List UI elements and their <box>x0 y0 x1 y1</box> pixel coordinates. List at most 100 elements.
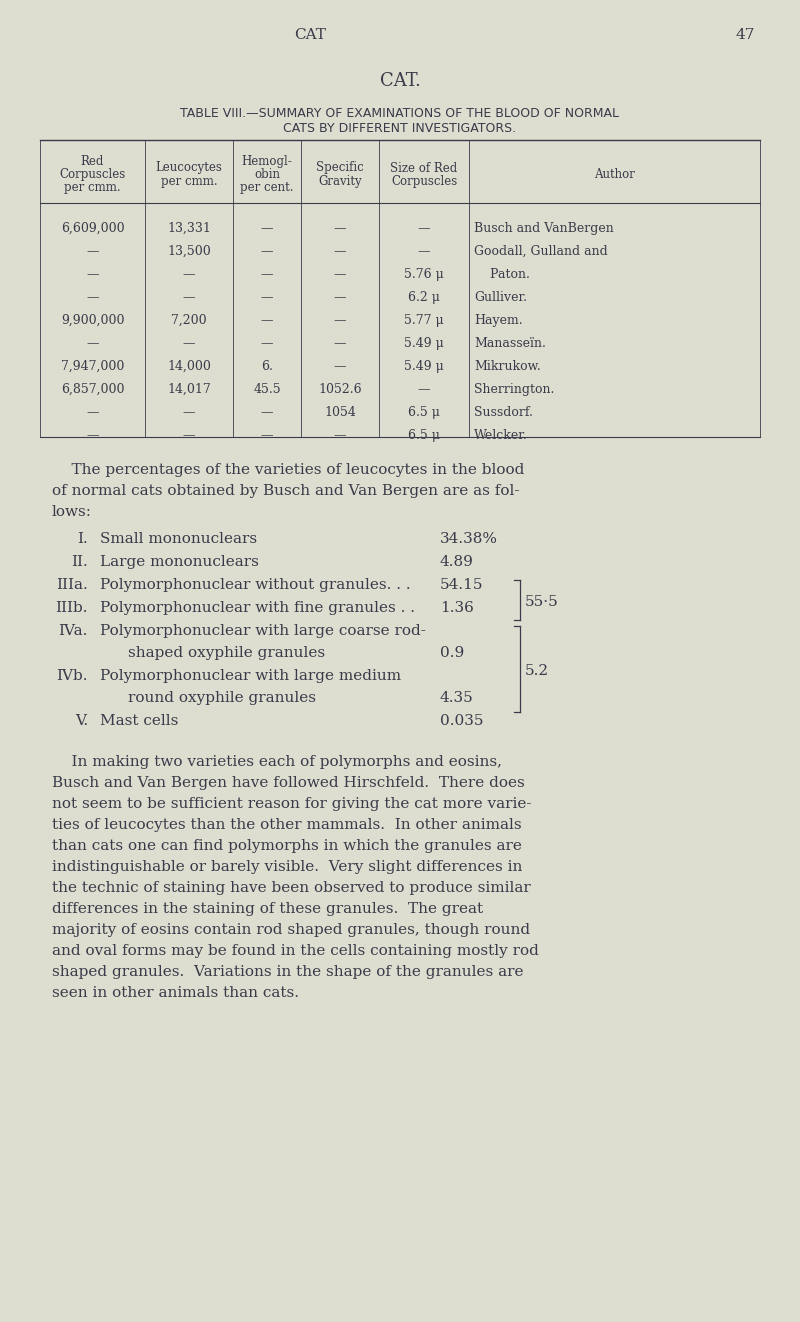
Text: 47: 47 <box>735 28 754 42</box>
Text: 7,200: 7,200 <box>171 315 207 327</box>
Text: 34.38%: 34.38% <box>440 531 498 546</box>
Text: Goodall, Gulland and: Goodall, Gulland and <box>474 245 608 258</box>
Text: 13,331: 13,331 <box>167 222 211 235</box>
Text: per cmm.: per cmm. <box>64 181 121 194</box>
Text: —: — <box>86 337 98 350</box>
Text: 6.5 μ: 6.5 μ <box>408 430 440 442</box>
Text: Hayem.: Hayem. <box>474 315 522 327</box>
Text: per cent.: per cent. <box>240 181 294 194</box>
Text: Hemogl-: Hemogl- <box>242 155 292 168</box>
Text: 4.89: 4.89 <box>440 555 474 568</box>
Text: Gulliver.: Gulliver. <box>474 291 527 304</box>
Text: —: — <box>261 430 274 442</box>
Text: —: — <box>86 406 98 419</box>
Text: 6,857,000: 6,857,000 <box>61 383 124 397</box>
Text: 4.35: 4.35 <box>440 691 474 705</box>
Text: 0.9: 0.9 <box>440 646 464 660</box>
Text: Polymorphonuclear without granules. . .: Polymorphonuclear without granules. . . <box>100 578 410 592</box>
Text: Red: Red <box>81 155 104 168</box>
Text: CAT: CAT <box>294 28 326 42</box>
Text: 7,947,000: 7,947,000 <box>61 360 124 373</box>
Text: shaped granules.  Variations in the shape of the granules are: shaped granules. Variations in the shape… <box>52 965 523 980</box>
Text: 45.5: 45.5 <box>253 383 281 397</box>
Text: 5.2: 5.2 <box>525 664 549 678</box>
Text: —: — <box>261 337 274 350</box>
Text: Sherrington.: Sherrington. <box>474 383 554 397</box>
Text: 55·5: 55·5 <box>525 595 558 609</box>
Text: Gravity: Gravity <box>318 175 362 188</box>
Text: Large mononuclears: Large mononuclears <box>100 555 381 568</box>
Text: —: — <box>418 222 430 235</box>
Text: —: — <box>86 268 98 282</box>
Text: CAT.: CAT. <box>379 71 421 90</box>
Text: Corpuscles: Corpuscles <box>59 168 126 181</box>
Text: —: — <box>182 430 195 442</box>
Text: —: — <box>334 360 346 373</box>
Text: 1.36: 1.36 <box>440 602 474 615</box>
Text: Busch and Van Bergen have followed Hirschfeld.  There does: Busch and Van Bergen have followed Hirsc… <box>52 776 525 791</box>
Text: —: — <box>261 406 274 419</box>
Text: IVb.: IVb. <box>57 669 88 683</box>
Text: Busch and VanBergen: Busch and VanBergen <box>474 222 614 235</box>
Text: 6,609,000: 6,609,000 <box>61 222 124 235</box>
Text: shaped oxyphile granules: shaped oxyphile granules <box>128 646 374 660</box>
Text: 14,017: 14,017 <box>167 383 211 397</box>
Text: IIIa.: IIIa. <box>56 578 88 592</box>
Text: Mikrukow.: Mikrukow. <box>474 360 541 373</box>
Text: Polymorphonuclear with large coarse rod-: Polymorphonuclear with large coarse rod- <box>100 624 426 639</box>
Text: Mast cells: Mast cells <box>100 714 358 728</box>
Text: —: — <box>261 291 274 304</box>
Text: Corpuscles: Corpuscles <box>391 175 457 188</box>
Text: —: — <box>261 222 274 235</box>
Text: indistinguishable or barely visible.  Very slight differences in: indistinguishable or barely visible. Ver… <box>52 861 522 874</box>
Text: per cmm.: per cmm. <box>161 175 218 188</box>
Text: obin: obin <box>254 168 280 181</box>
Text: 14,000: 14,000 <box>167 360 211 373</box>
Text: —: — <box>261 268 274 282</box>
Text: —: — <box>182 406 195 419</box>
Text: of normal cats obtained by Busch and Van Bergen are as fol-: of normal cats obtained by Busch and Van… <box>52 484 519 498</box>
Text: Small mononuclears: Small mononuclears <box>100 531 384 546</box>
Text: —: — <box>418 383 430 397</box>
Text: The percentages of the varieties of leucocytes in the blood: The percentages of the varieties of leuc… <box>52 463 524 477</box>
Text: —: — <box>86 245 98 258</box>
Text: Author: Author <box>594 168 635 181</box>
Text: —: — <box>334 291 346 304</box>
Text: 6.5 μ: 6.5 μ <box>408 406 440 419</box>
Text: majority of eosins contain rod shaped granules, though round: majority of eosins contain rod shaped gr… <box>52 923 530 937</box>
Text: 1054: 1054 <box>324 406 356 419</box>
Text: IVa.: IVa. <box>58 624 88 639</box>
Text: lows:: lows: <box>52 505 92 520</box>
Text: round oxyphile granules: round oxyphile granules <box>128 691 374 705</box>
Text: In making two varieties each of polymorphs and eosins,: In making two varieties each of polymorp… <box>52 755 502 769</box>
Text: 6.: 6. <box>261 360 273 373</box>
Text: Polymorphonuclear with large medium: Polymorphonuclear with large medium <box>100 669 401 683</box>
Text: Polymorphonuclear with fine granules . .: Polymorphonuclear with fine granules . . <box>100 602 415 615</box>
Text: —: — <box>86 291 98 304</box>
Text: 1052.6: 1052.6 <box>318 383 362 397</box>
Text: 13,500: 13,500 <box>167 245 211 258</box>
Text: II.: II. <box>71 555 88 568</box>
Text: 9,900,000: 9,900,000 <box>61 315 124 327</box>
Text: the technic of staining have been observed to produce similar: the technic of staining have been observ… <box>52 880 530 895</box>
Text: not seem to be sufficient reason for giving the cat more varie-: not seem to be sufficient reason for giv… <box>52 797 531 810</box>
Text: —: — <box>334 268 346 282</box>
Text: Leucocytes: Leucocytes <box>155 161 222 175</box>
Text: 5.77 μ: 5.77 μ <box>404 315 444 327</box>
Text: I.: I. <box>78 531 88 546</box>
Text: —: — <box>182 337 195 350</box>
Text: V.: V. <box>75 714 88 728</box>
Text: —: — <box>334 315 346 327</box>
Text: —: — <box>261 245 274 258</box>
Text: —: — <box>334 245 346 258</box>
Text: ties of leucocytes than the other mammals.  In other animals: ties of leucocytes than the other mammal… <box>52 818 522 832</box>
Text: 54.15: 54.15 <box>440 578 483 592</box>
Text: than cats one can find polymorphs in which the granules are: than cats one can find polymorphs in whi… <box>52 839 522 853</box>
Text: 5.49 μ: 5.49 μ <box>404 360 444 373</box>
Text: Manasseïn.: Manasseïn. <box>474 337 546 350</box>
Text: and oval forms may be found in the cells containing mostly rod: and oval forms may be found in the cells… <box>52 944 539 958</box>
Text: —: — <box>86 430 98 442</box>
Text: 5.76 μ: 5.76 μ <box>404 268 444 282</box>
Text: —: — <box>334 430 346 442</box>
Text: CATS BY DIFFERENT INVESTIGATORS.: CATS BY DIFFERENT INVESTIGATORS. <box>283 122 517 135</box>
